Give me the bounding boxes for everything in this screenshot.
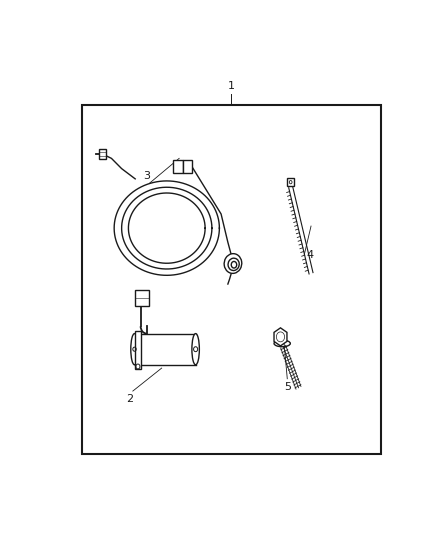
Circle shape xyxy=(231,262,237,268)
Polygon shape xyxy=(183,160,192,173)
Polygon shape xyxy=(274,328,287,346)
Text: 4: 4 xyxy=(306,250,313,260)
Ellipse shape xyxy=(224,254,242,273)
Polygon shape xyxy=(135,290,149,306)
Polygon shape xyxy=(135,332,141,369)
Text: 1: 1 xyxy=(228,80,235,91)
Text: 5: 5 xyxy=(284,382,291,392)
Text: 3: 3 xyxy=(143,171,150,181)
Ellipse shape xyxy=(228,258,239,271)
Text: 2: 2 xyxy=(126,394,133,405)
Ellipse shape xyxy=(192,334,199,365)
Polygon shape xyxy=(173,160,183,173)
Ellipse shape xyxy=(274,340,290,347)
Polygon shape xyxy=(287,179,294,186)
Polygon shape xyxy=(99,149,106,159)
Ellipse shape xyxy=(131,334,138,365)
